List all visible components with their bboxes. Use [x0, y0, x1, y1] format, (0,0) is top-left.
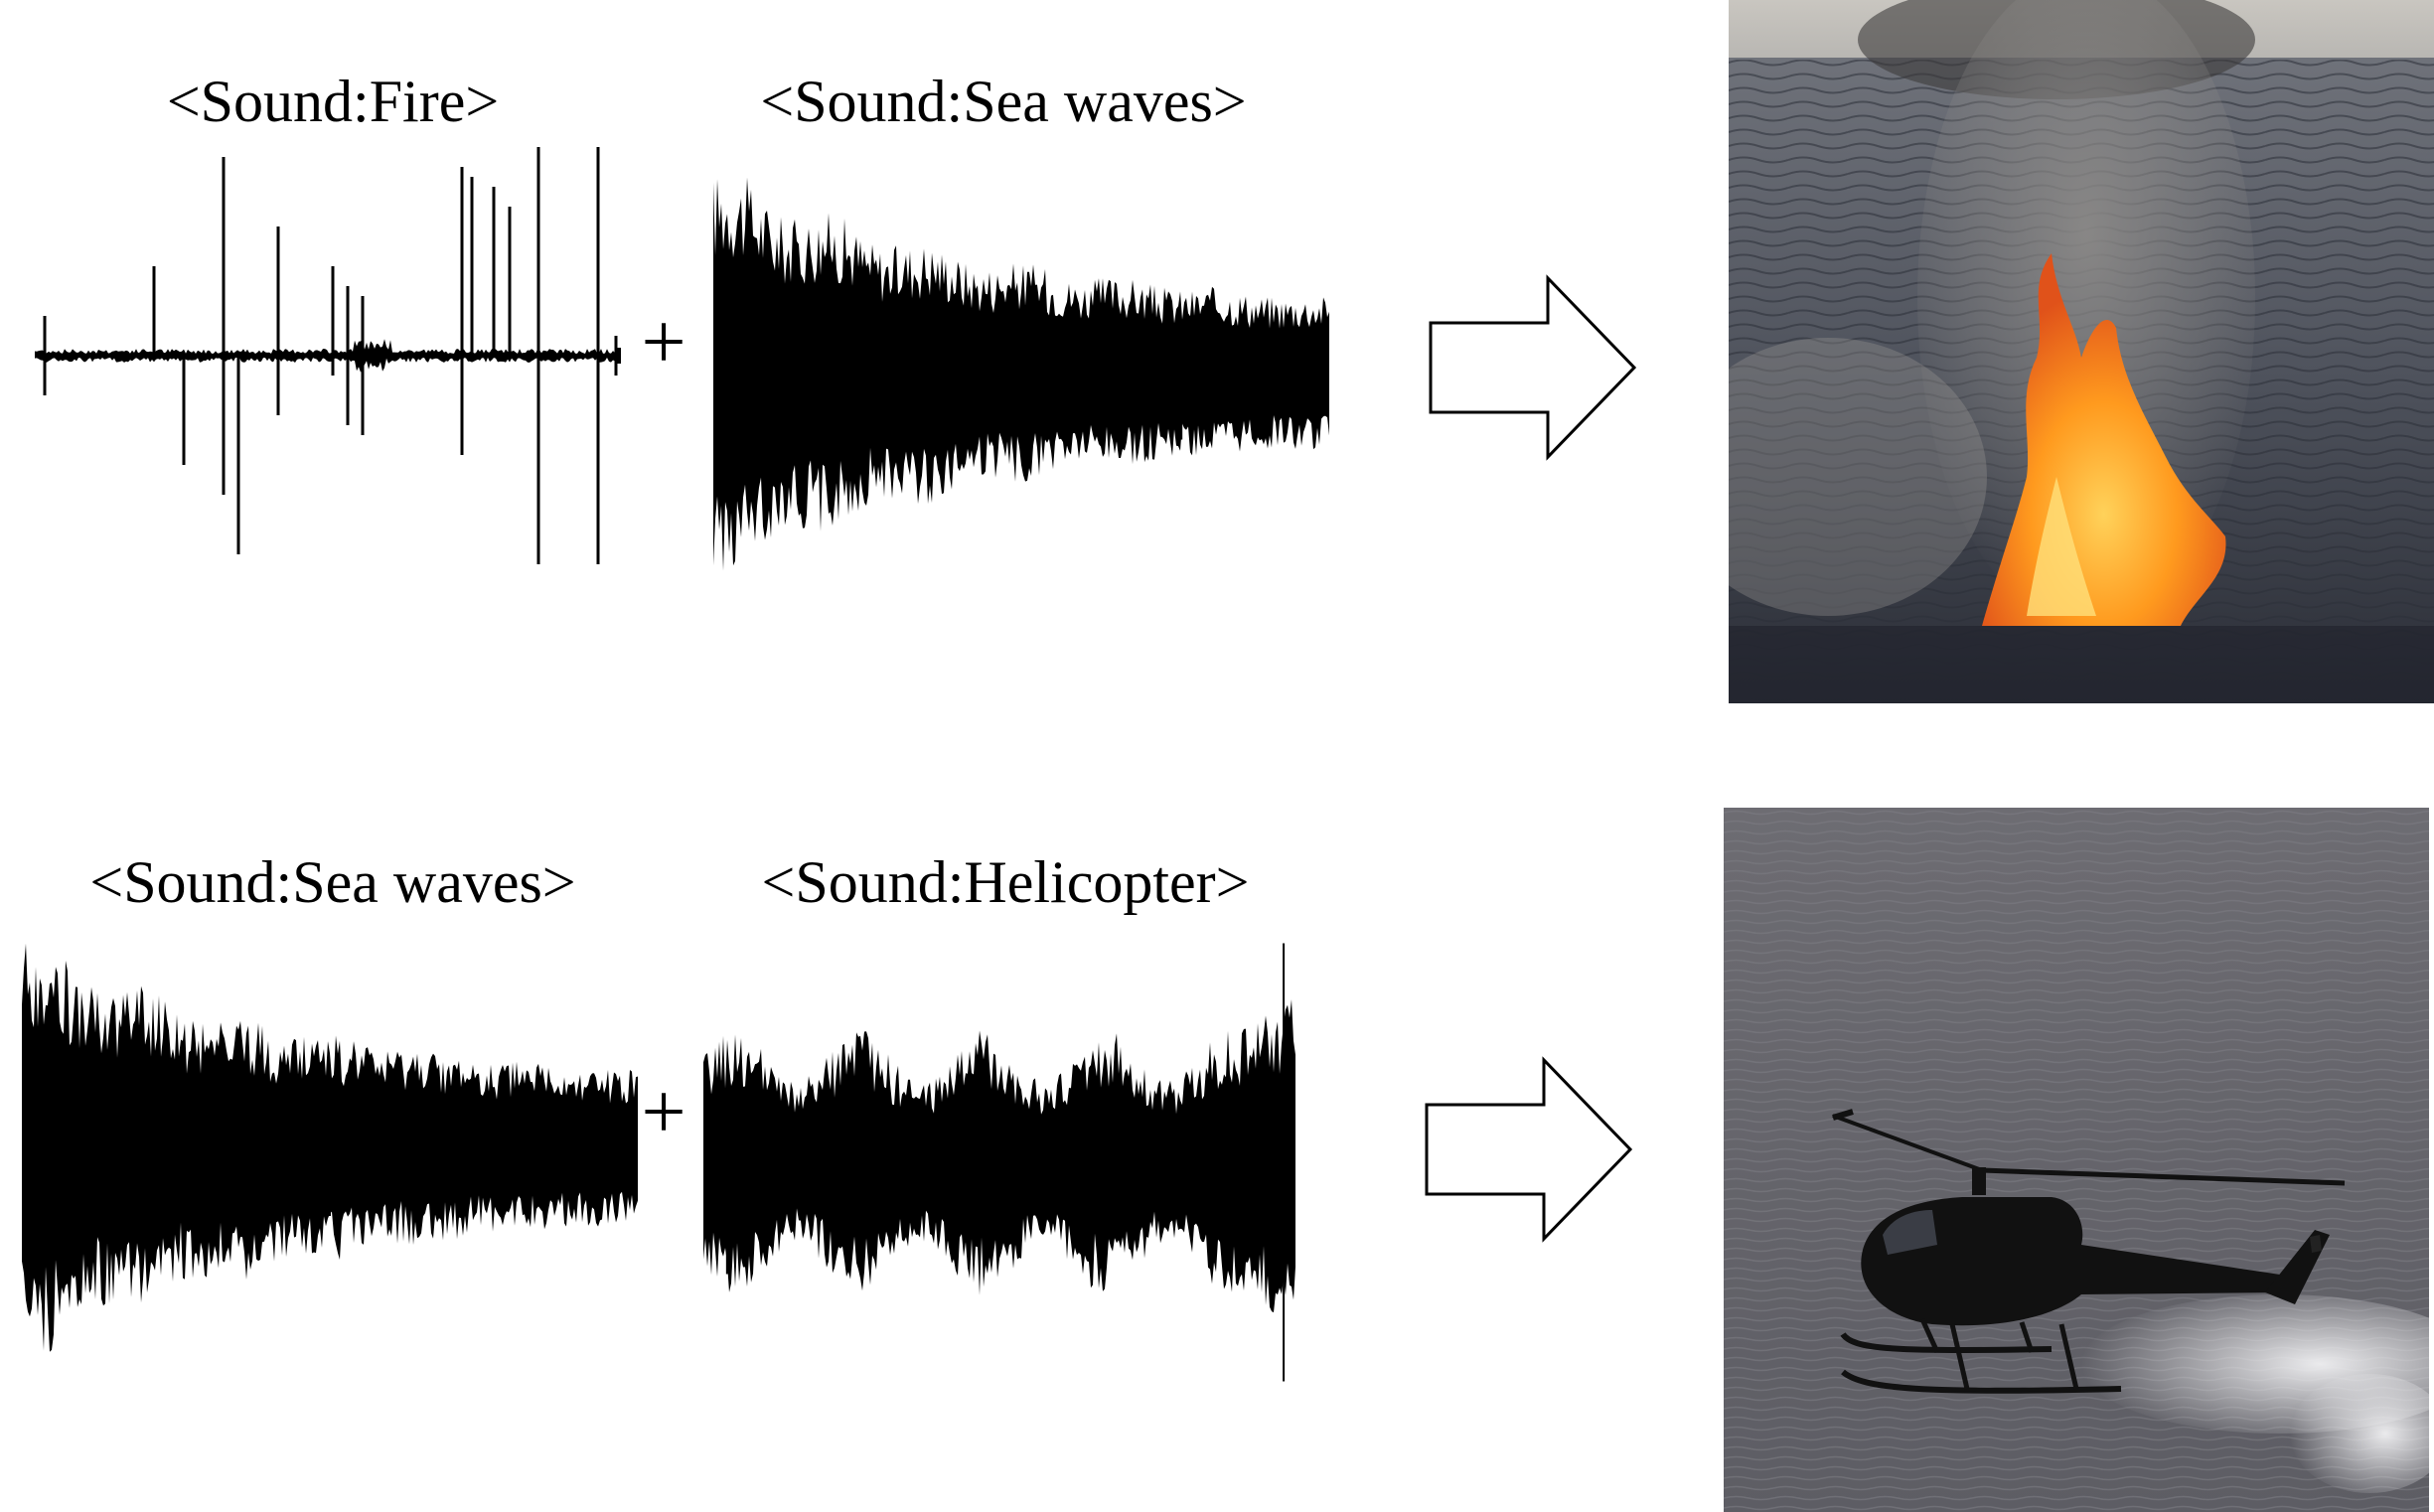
sea-waves-waveform: [713, 177, 1329, 571]
plus-operator: +: [641, 1069, 686, 1156]
sound-label-sea-waves: <Sound:Sea waves>: [89, 849, 576, 915]
sound-label-sea-waves: <Sound:Sea waves>: [760, 69, 1247, 134]
fire-on-sea-image: [1729, 0, 2434, 703]
sea-waves-waveform: [22, 943, 638, 1352]
helicopter-waveform: [703, 943, 1295, 1382]
fire-waveform: [35, 147, 621, 564]
sound-label-fire: <Sound:Fire>: [166, 69, 500, 134]
right-arrow-icon: [1425, 1056, 1633, 1243]
plus-operator: +: [641, 299, 686, 386]
sound-label-helicopter: <Sound:Helicopter>: [761, 849, 1250, 915]
right-arrow-icon: [1429, 274, 1637, 461]
helicopter-over-sea-image: [1724, 808, 2429, 1512]
